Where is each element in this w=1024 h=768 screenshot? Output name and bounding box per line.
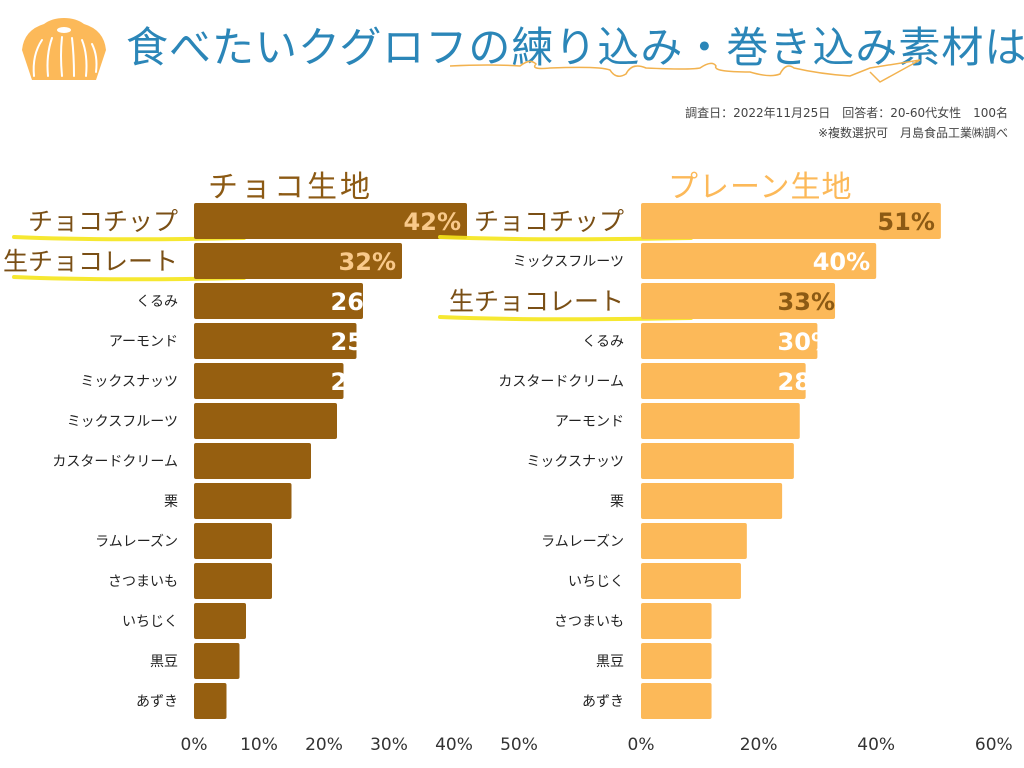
value-label-choco-2: 26%: [331, 288, 388, 316]
value-label-plain-1: 40%: [813, 248, 870, 276]
category-label-choco-2: くるみ: [136, 294, 178, 310]
bar-choco-9: [194, 563, 272, 599]
value-label-plain-2: 33%: [778, 288, 835, 316]
x-tick-plain-0: 0%: [628, 735, 655, 755]
bar-choco-8: [194, 523, 272, 559]
category-label-choco-12: あずき: [136, 694, 178, 710]
value-label-choco-4: 23%: [331, 368, 388, 396]
value-label-choco-1: 32%: [339, 248, 396, 276]
x-tick-choco-5: 50%: [500, 735, 538, 755]
value-label-plain-4: 28%: [778, 368, 835, 396]
bar-choco-3: [194, 323, 357, 359]
bar-plain-6: [641, 443, 794, 479]
bar-choco-1: [194, 243, 402, 279]
category-label-choco-1: 生チョコレート: [3, 247, 178, 276]
bar-choco-5: [194, 403, 337, 439]
category-label-choco-5: ミックスフルーツ: [67, 414, 178, 430]
bar-plain-5: [641, 403, 800, 439]
category-label-plain-3: くるみ: [582, 334, 624, 350]
category-label-plain-9: いちじく: [568, 574, 624, 590]
bar-choco-7: [194, 483, 292, 519]
category-label-choco-8: ラムレーズン: [95, 534, 178, 550]
bar-choco-10: [194, 603, 246, 639]
category-label-plain-4: カスタードクリーム: [498, 374, 624, 390]
category-label-choco-6: カスタードクリーム: [52, 454, 178, 470]
x-tick-plain-1: 20%: [740, 735, 778, 755]
bar-choco-12: [194, 683, 227, 719]
bar-plain-7: [641, 483, 783, 519]
category-label-plain-1: ミックスフルーツ: [513, 254, 624, 270]
x-tick-plain-3: 60%: [975, 735, 1013, 755]
decorative-squiggle-line: [450, 59, 921, 83]
bar-plain-8: [641, 523, 747, 559]
category-label-plain-12: あずき: [582, 694, 624, 710]
survey-note: ※複数選択可 月島食品工業㈱調べ: [817, 126, 1008, 140]
x-tick-choco-3: 30%: [370, 735, 408, 755]
bar-plain-4: [641, 363, 806, 399]
bar-choco-6: [194, 443, 311, 479]
category-label-plain-11: 黒豆: [596, 654, 624, 670]
chart-title-choco-dough: チョコ生地: [208, 170, 373, 205]
value-label-choco-3: 25%: [331, 328, 388, 356]
bar-choco-0: [194, 203, 467, 239]
bar-choco-11: [194, 643, 240, 679]
x-tick-plain-2: 40%: [857, 735, 895, 755]
x-tick-choco-0: 0%: [181, 735, 208, 755]
category-label-plain-5: アーモンド: [555, 414, 624, 430]
x-tick-choco-1: 10%: [240, 735, 278, 755]
category-label-choco-7: 栗: [164, 494, 178, 510]
bar-plain-0: [641, 203, 941, 239]
category-label-plain-10: さつまいも: [554, 614, 624, 630]
bar-plain-11: [641, 643, 712, 679]
category-label-plain-8: ラムレーズン: [541, 534, 624, 550]
bar-plain-9: [641, 563, 741, 599]
bar-plain-2: [641, 283, 836, 319]
chart-title-plain-dough: プレーン生地: [668, 170, 853, 205]
bar-plain-3: [641, 323, 818, 359]
value-label-plain-3: 30%: [778, 328, 835, 356]
bar-plain-1: [641, 243, 877, 279]
page-title: 食べたいクグロフの練り込み・巻き込み素材は？: [126, 23, 1024, 72]
category-label-choco-9: さつまいも: [108, 574, 178, 590]
bar-plain-12: [641, 683, 712, 719]
bar-plain-10: [641, 603, 712, 639]
x-tick-choco-4: 40%: [435, 735, 473, 755]
value-label-plain-0: 51%: [877, 208, 934, 236]
category-label-choco-4: ミックスナッツ: [80, 374, 178, 390]
value-label-choco-0: 42%: [404, 208, 461, 236]
category-label-plain-7: 栗: [610, 494, 624, 510]
survey-info: 調査日：2022年11月25日 回答者：20-60代女性 100名: [685, 106, 1008, 120]
category-label-choco-3: アーモンド: [109, 334, 178, 350]
category-label-plain-0: チョコチップ: [474, 207, 624, 236]
category-label-choco-11: 黒豆: [150, 654, 178, 670]
x-tick-choco-2: 20%: [305, 735, 343, 755]
bar-choco-4: [194, 363, 344, 399]
bar-choco-2: [194, 283, 363, 319]
kugelhopf-cake-icon: [22, 18, 106, 80]
category-label-plain-6: ミックスナッツ: [526, 454, 624, 470]
category-label-choco-0: チョコチップ: [28, 207, 178, 236]
category-label-plain-2: 生チョコレート: [449, 287, 624, 316]
category-label-choco-10: いちじく: [122, 614, 178, 630]
